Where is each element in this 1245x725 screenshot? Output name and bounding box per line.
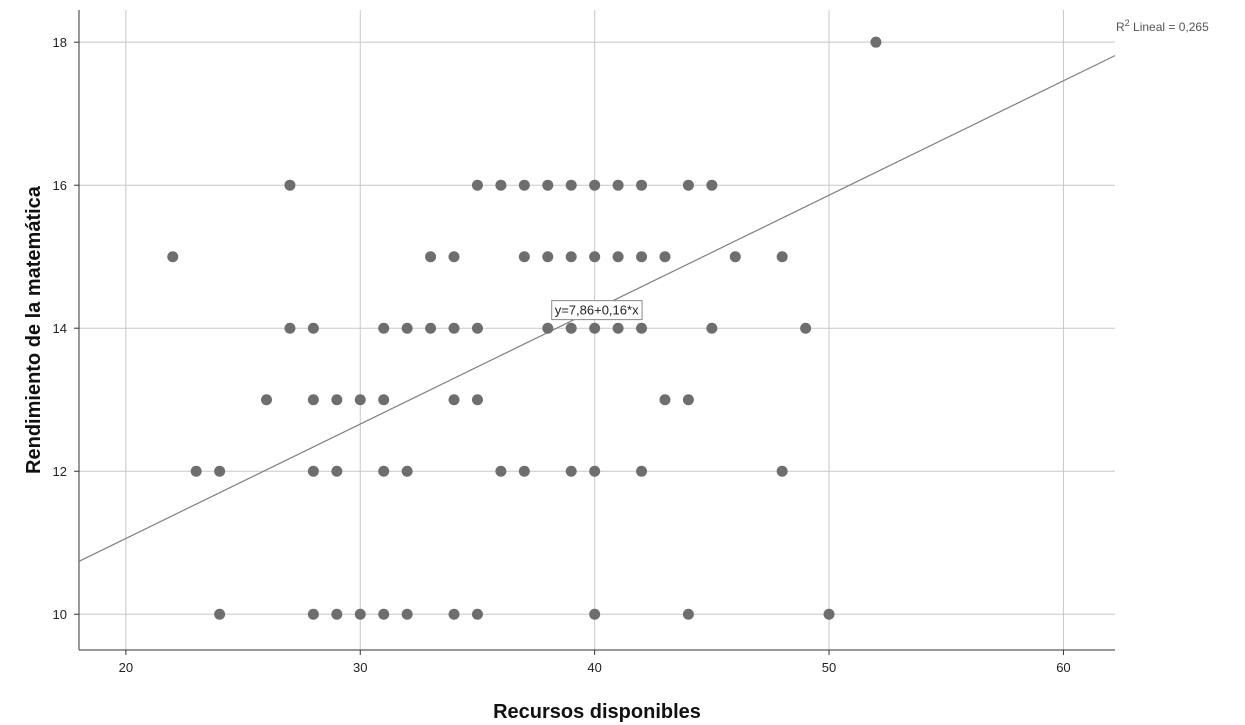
data-point — [401, 322, 413, 334]
data-point — [354, 608, 366, 620]
data-point — [612, 251, 624, 263]
data-point — [354, 394, 366, 406]
data-point — [471, 608, 483, 620]
data-point — [682, 394, 694, 406]
x-tick-label: 40 — [587, 660, 601, 675]
data-point — [565, 465, 577, 477]
data-point — [448, 251, 460, 263]
data-point — [823, 608, 835, 620]
data-point — [378, 465, 390, 477]
data-point — [448, 394, 460, 406]
data-points — [167, 36, 882, 620]
x-tick-label: 30 — [353, 660, 367, 675]
data-point — [448, 322, 460, 334]
data-point — [401, 608, 413, 620]
data-point — [565, 322, 577, 334]
x-axis-title: Recursos disponibles — [493, 701, 701, 723]
data-point — [589, 179, 601, 191]
data-point — [682, 608, 694, 620]
data-point — [518, 251, 530, 263]
data-point — [307, 322, 319, 334]
data-point — [214, 608, 226, 620]
data-point — [284, 179, 296, 191]
data-point — [636, 465, 648, 477]
equation-annotation: y=7,86+0,16*x — [551, 300, 643, 321]
data-point — [331, 394, 343, 406]
data-point — [331, 465, 343, 477]
data-point — [471, 179, 483, 191]
data-point — [331, 608, 343, 620]
data-point — [589, 608, 601, 620]
data-point — [284, 322, 296, 334]
data-point — [542, 179, 554, 191]
r2-label-text: Lineal = 0,265 — [1130, 20, 1209, 34]
data-point — [448, 608, 460, 620]
data-point — [612, 179, 624, 191]
data-point — [682, 179, 694, 191]
equation-box — [551, 300, 643, 321]
data-point — [307, 465, 319, 477]
data-point — [776, 465, 788, 477]
data-point — [307, 608, 319, 620]
data-point — [636, 251, 648, 263]
data-point — [425, 322, 437, 334]
y-tick-label: 14 — [53, 321, 67, 336]
r2-label-r: R — [1116, 20, 1125, 34]
data-point — [542, 322, 554, 334]
data-point — [495, 465, 507, 477]
data-point — [542, 251, 554, 263]
data-point — [167, 251, 179, 263]
data-point — [471, 322, 483, 334]
data-point — [636, 179, 648, 191]
data-point — [659, 394, 671, 406]
data-point — [425, 251, 437, 263]
data-point — [612, 322, 624, 334]
data-point — [378, 608, 390, 620]
data-point — [729, 251, 741, 263]
data-point — [565, 251, 577, 263]
data-point — [471, 394, 483, 406]
data-point — [190, 465, 202, 477]
axes — [74, 10, 1115, 655]
data-point — [565, 179, 577, 191]
y-tick-label: 16 — [53, 178, 67, 193]
data-point — [378, 322, 390, 334]
data-point — [589, 322, 601, 334]
x-tick-label: 20 — [119, 660, 133, 675]
data-point — [518, 179, 530, 191]
data-point — [776, 251, 788, 263]
y-tick-label: 10 — [53, 607, 67, 622]
data-point — [589, 465, 601, 477]
equation-label: y=7,86+0,16*x — [555, 303, 639, 318]
data-point — [214, 465, 226, 477]
data-point — [261, 394, 273, 406]
labels: Recursos disponibles Rendimiento de la m… — [23, 18, 1209, 723]
data-point — [800, 322, 812, 334]
r2-label-sup: 2 — [1125, 18, 1130, 28]
data-point — [518, 465, 530, 477]
data-point — [659, 251, 671, 263]
tick-labels: 20 30 40 50 60 10 12 14 16 18 — [53, 35, 1071, 675]
data-point — [706, 322, 718, 334]
y-tick-label: 18 — [53, 35, 67, 50]
data-point — [706, 179, 718, 191]
data-point — [870, 36, 882, 48]
r2-label: R2 Lineal = 0,265 — [1116, 18, 1209, 34]
x-tick-label: 50 — [822, 660, 836, 675]
y-tick-label: 12 — [53, 464, 67, 479]
data-point — [401, 465, 413, 477]
data-point — [495, 179, 507, 191]
data-point — [636, 322, 648, 334]
y-axis-title: Rendimiento de la matemática — [23, 185, 45, 474]
data-point — [307, 394, 319, 406]
data-point — [378, 394, 390, 406]
data-point — [589, 251, 601, 263]
x-tick-label: 60 — [1056, 660, 1070, 675]
